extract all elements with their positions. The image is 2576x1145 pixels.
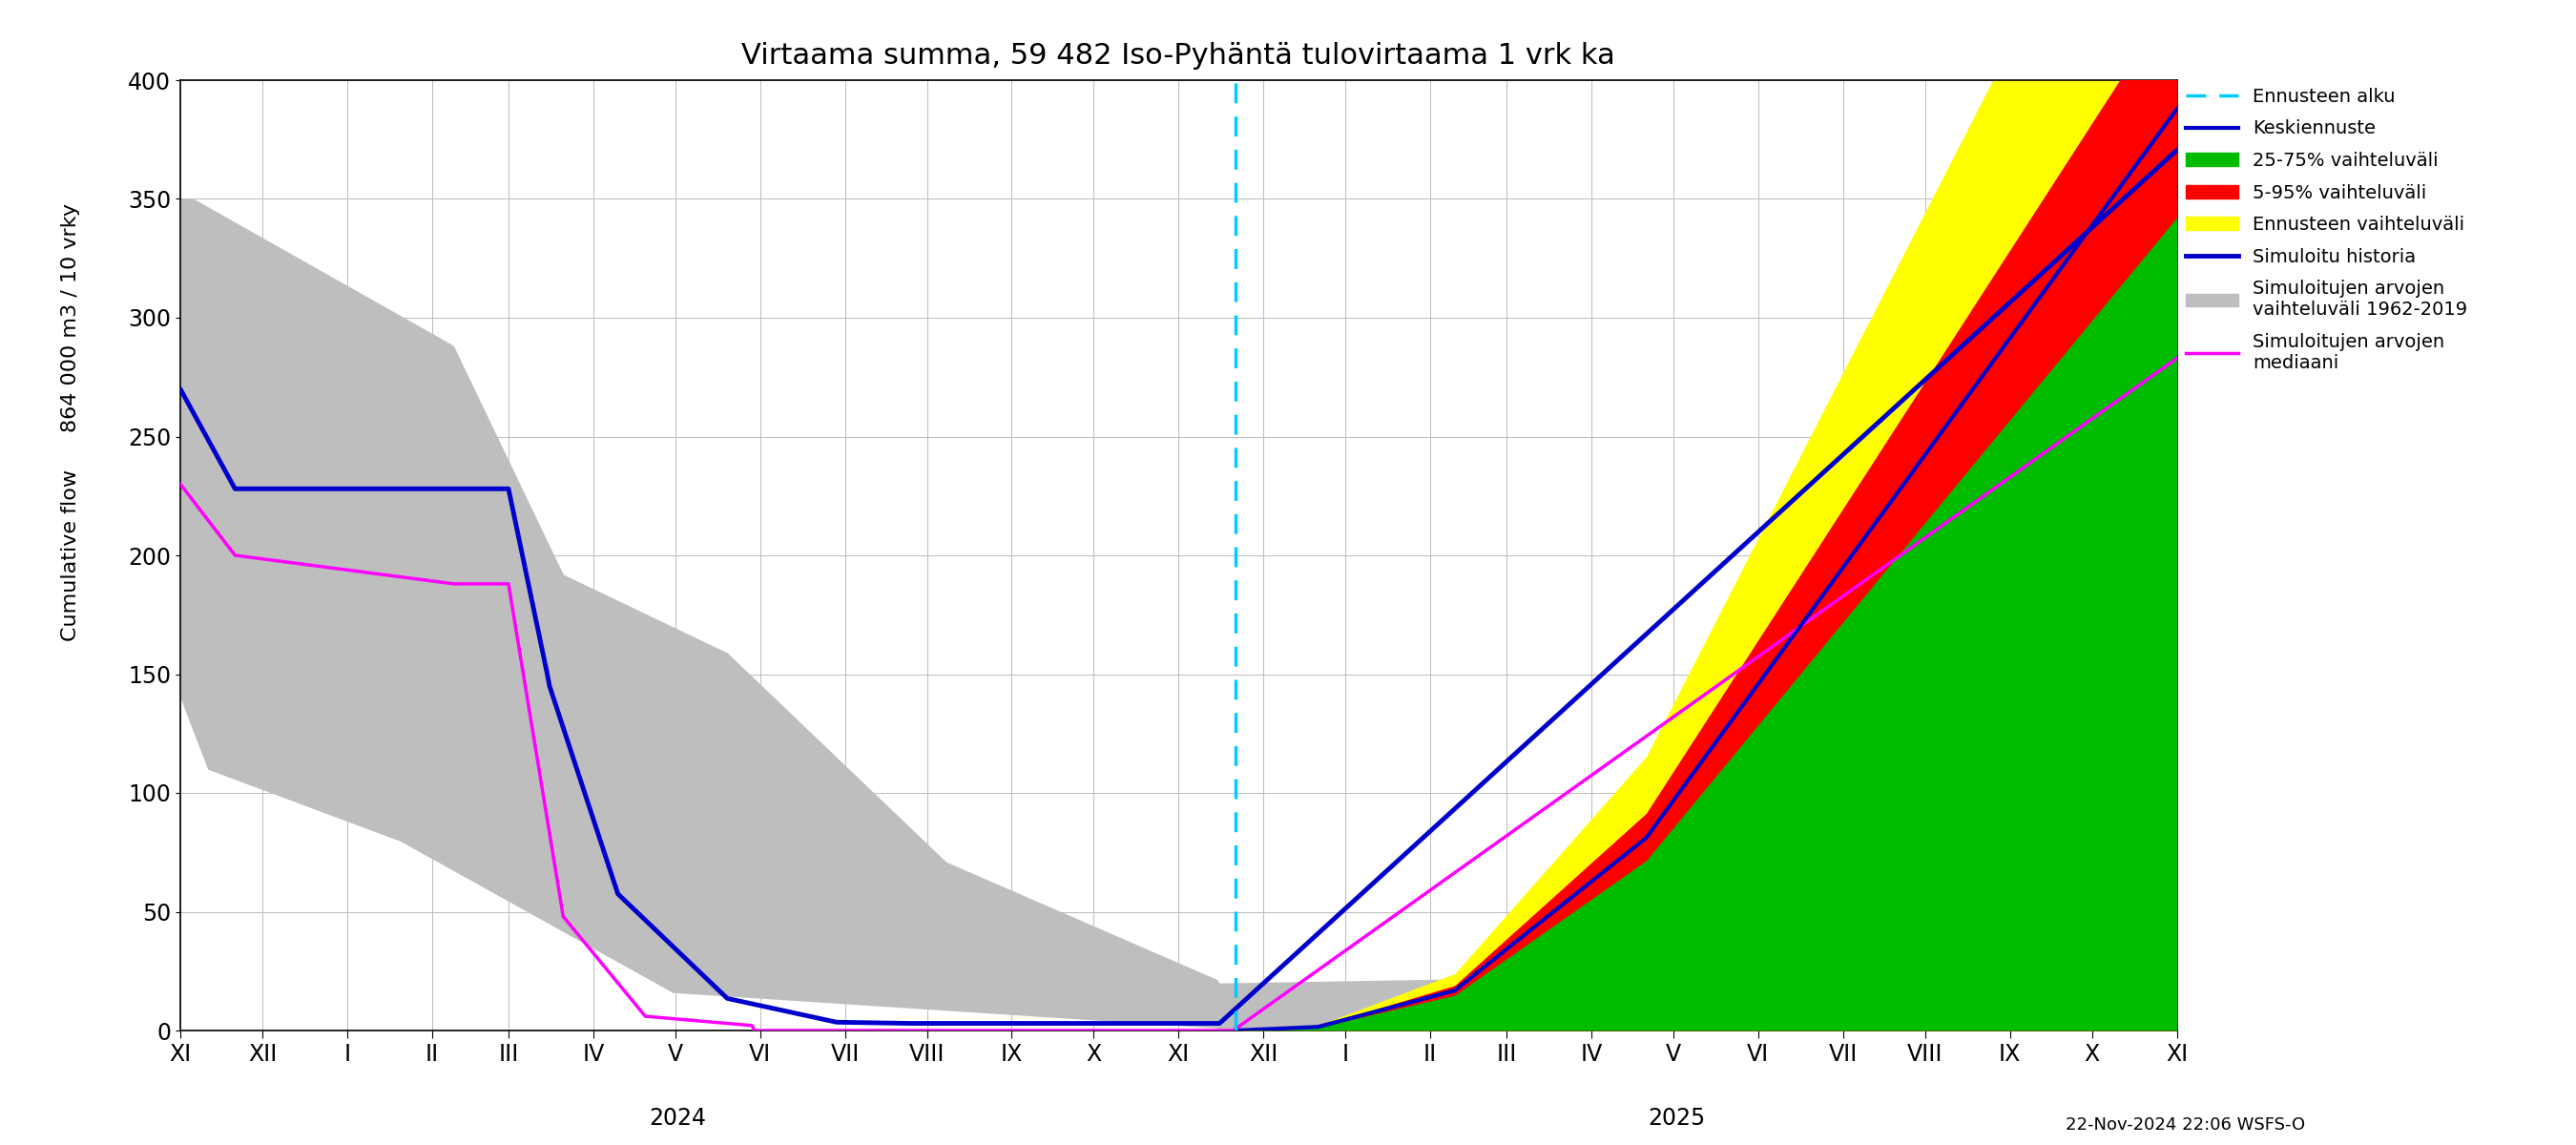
Title: Virtaama summa, 59 482 Iso-Pyhäntä tulovirtaama 1 vrk ka: Virtaama summa, 59 482 Iso-Pyhäntä tulov…: [742, 42, 1615, 70]
Legend: Ennusteen alku, Keskiennuste, 25-75% vaihteluväli, 5-95% vaihteluväli, Ennusteen: Ennusteen alku, Keskiennuste, 25-75% vai…: [2179, 80, 2476, 379]
Text: Cumulative flow: Cumulative flow: [62, 469, 80, 641]
Text: 22-Nov-2024 22:06 WSFS-O: 22-Nov-2024 22:06 WSFS-O: [2066, 1116, 2306, 1134]
Text: 2025: 2025: [1649, 1106, 1705, 1129]
Text: 2024: 2024: [649, 1106, 706, 1129]
Text: 864 000 m3 / 10 vrky: 864 000 m3 / 10 vrky: [62, 204, 80, 432]
